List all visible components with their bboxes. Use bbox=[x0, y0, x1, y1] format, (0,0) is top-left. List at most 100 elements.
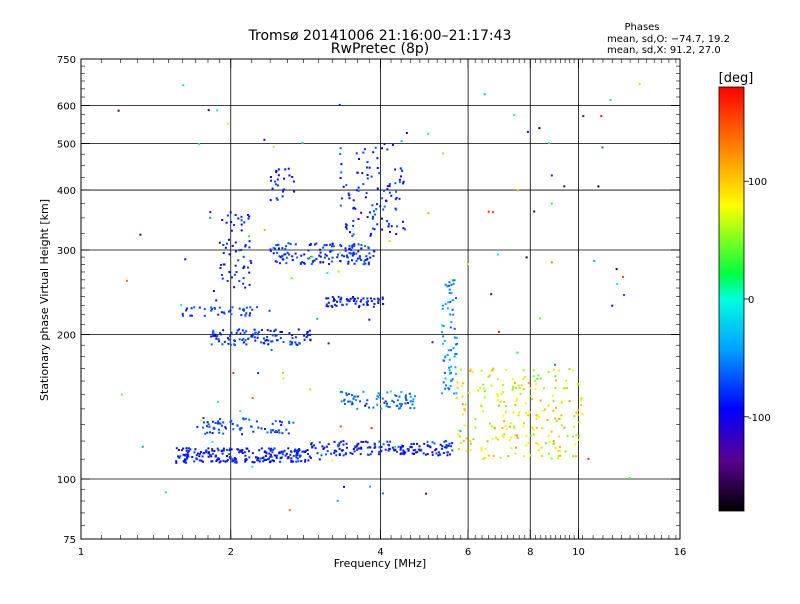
data-point bbox=[482, 458, 485, 460]
data-point bbox=[377, 392, 380, 395]
data-point bbox=[442, 325, 445, 328]
data-point bbox=[447, 444, 450, 447]
data-point bbox=[402, 227, 405, 230]
data-point bbox=[275, 260, 278, 263]
data-point bbox=[325, 305, 328, 308]
data-point bbox=[226, 280, 229, 282]
data-point bbox=[381, 298, 384, 300]
data-point bbox=[271, 459, 274, 462]
data-point bbox=[418, 445, 421, 448]
data-point bbox=[443, 340, 446, 342]
data-point bbox=[200, 419, 203, 422]
data-point bbox=[242, 418, 245, 421]
data-point bbox=[262, 337, 265, 340]
data-point bbox=[491, 211, 494, 214]
data-point bbox=[474, 426, 477, 429]
data-point bbox=[389, 230, 391, 233]
data-point bbox=[366, 166, 368, 169]
data-point bbox=[357, 218, 360, 220]
data-point bbox=[232, 372, 235, 374]
data-point bbox=[291, 334, 294, 337]
data-point bbox=[254, 456, 257, 459]
data-point bbox=[535, 417, 538, 420]
data-point bbox=[306, 334, 309, 337]
data-point bbox=[304, 460, 307, 463]
y-tick-label: 500 bbox=[57, 140, 76, 151]
data-point bbox=[293, 190, 296, 193]
data-point bbox=[297, 460, 300, 463]
data-point bbox=[431, 451, 434, 454]
data-point bbox=[352, 397, 355, 400]
data-point bbox=[307, 453, 309, 455]
data-point bbox=[277, 168, 280, 171]
data-point bbox=[309, 243, 312, 246]
data-point bbox=[438, 453, 441, 456]
y-tick-label: 75 bbox=[63, 535, 76, 546]
data-point bbox=[205, 451, 207, 454]
data-point bbox=[325, 445, 328, 448]
data-point bbox=[378, 453, 381, 456]
data-point bbox=[351, 296, 354, 299]
data-point bbox=[233, 339, 236, 342]
data-point bbox=[453, 336, 456, 339]
data-point bbox=[267, 343, 270, 346]
data-point bbox=[226, 337, 229, 340]
data-point bbox=[368, 211, 371, 214]
data-point bbox=[441, 392, 443, 395]
data-point bbox=[364, 245, 367, 248]
data-point bbox=[247, 337, 250, 340]
data-point bbox=[560, 424, 563, 427]
data-point bbox=[488, 374, 491, 377]
data-point bbox=[316, 317, 319, 320]
data-point bbox=[222, 244, 225, 246]
data-point bbox=[367, 246, 370, 249]
data-point bbox=[520, 384, 523, 387]
data-point bbox=[529, 395, 532, 398]
data-point bbox=[352, 233, 355, 236]
data-point bbox=[264, 428, 266, 430]
data-point bbox=[559, 445, 561, 448]
data-point bbox=[526, 130, 529, 133]
data-point bbox=[396, 225, 398, 228]
data-point bbox=[356, 407, 359, 410]
data-point bbox=[514, 386, 517, 389]
data-point bbox=[491, 437, 494, 440]
data-point bbox=[285, 262, 288, 265]
data-point bbox=[532, 433, 535, 436]
data-point bbox=[563, 185, 566, 188]
data-point bbox=[555, 406, 557, 409]
data-point bbox=[351, 394, 353, 396]
data-point bbox=[483, 396, 486, 399]
data-point bbox=[287, 167, 290, 170]
data-point bbox=[417, 448, 420, 451]
data-point bbox=[287, 432, 290, 435]
data-point bbox=[351, 452, 354, 455]
data-point bbox=[325, 303, 328, 306]
data-point bbox=[267, 339, 270, 342]
data-point bbox=[454, 366, 457, 369]
data-point bbox=[339, 177, 342, 179]
data-point bbox=[379, 403, 382, 406]
data-point bbox=[411, 452, 414, 455]
data-point bbox=[372, 305, 375, 308]
data-point bbox=[299, 263, 302, 265]
data-point bbox=[311, 256, 314, 259]
data-point bbox=[471, 371, 474, 373]
data-point bbox=[445, 440, 448, 443]
data-point bbox=[453, 355, 456, 358]
data-point bbox=[269, 249, 272, 252]
data-point bbox=[269, 329, 272, 332]
data-point bbox=[230, 221, 233, 223]
data-point bbox=[336, 300, 338, 303]
data-point bbox=[469, 449, 472, 452]
data-point bbox=[577, 383, 580, 386]
data-point bbox=[378, 298, 381, 301]
data-point bbox=[381, 147, 383, 150]
data-point bbox=[281, 195, 284, 198]
data-point bbox=[209, 216, 212, 219]
data-point bbox=[233, 273, 236, 276]
data-point bbox=[508, 425, 511, 428]
data-point bbox=[368, 406, 371, 409]
data-point bbox=[202, 417, 205, 420]
data-point bbox=[350, 249, 353, 251]
